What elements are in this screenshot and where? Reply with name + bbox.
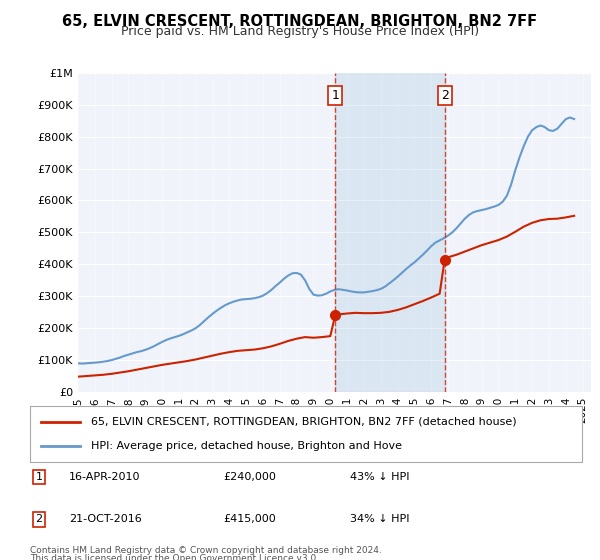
Text: £240,000: £240,000 (223, 472, 276, 482)
Text: Contains HM Land Registry data © Crown copyright and database right 2024.: Contains HM Land Registry data © Crown c… (30, 546, 382, 555)
Text: 43% ↓ HPI: 43% ↓ HPI (350, 472, 410, 482)
Text: 2: 2 (35, 515, 43, 524)
Text: This data is licensed under the Open Government Licence v3.0.: This data is licensed under the Open Gov… (30, 554, 319, 560)
Text: 34% ↓ HPI: 34% ↓ HPI (350, 515, 410, 524)
Text: 21-OCT-2016: 21-OCT-2016 (68, 515, 142, 524)
Text: 2: 2 (441, 88, 449, 102)
Text: Price paid vs. HM Land Registry's House Price Index (HPI): Price paid vs. HM Land Registry's House … (121, 25, 479, 38)
Text: 16-APR-2010: 16-APR-2010 (68, 472, 140, 482)
Text: 1: 1 (35, 472, 43, 482)
Text: 65, ELVIN CRESCENT, ROTTINGDEAN, BRIGHTON, BN2 7FF (detached house): 65, ELVIN CRESCENT, ROTTINGDEAN, BRIGHTO… (91, 417, 517, 427)
Bar (335, 73, 445, 392)
Text: HPI: Average price, detached house, Brighton and Hove: HPI: Average price, detached house, Brig… (91, 441, 402, 451)
Text: 1: 1 (331, 88, 339, 102)
Text: 65, ELVIN CRESCENT, ROTTINGDEAN, BRIGHTON, BN2 7FF: 65, ELVIN CRESCENT, ROTTINGDEAN, BRIGHTO… (62, 14, 538, 29)
Text: £415,000: £415,000 (223, 515, 276, 524)
